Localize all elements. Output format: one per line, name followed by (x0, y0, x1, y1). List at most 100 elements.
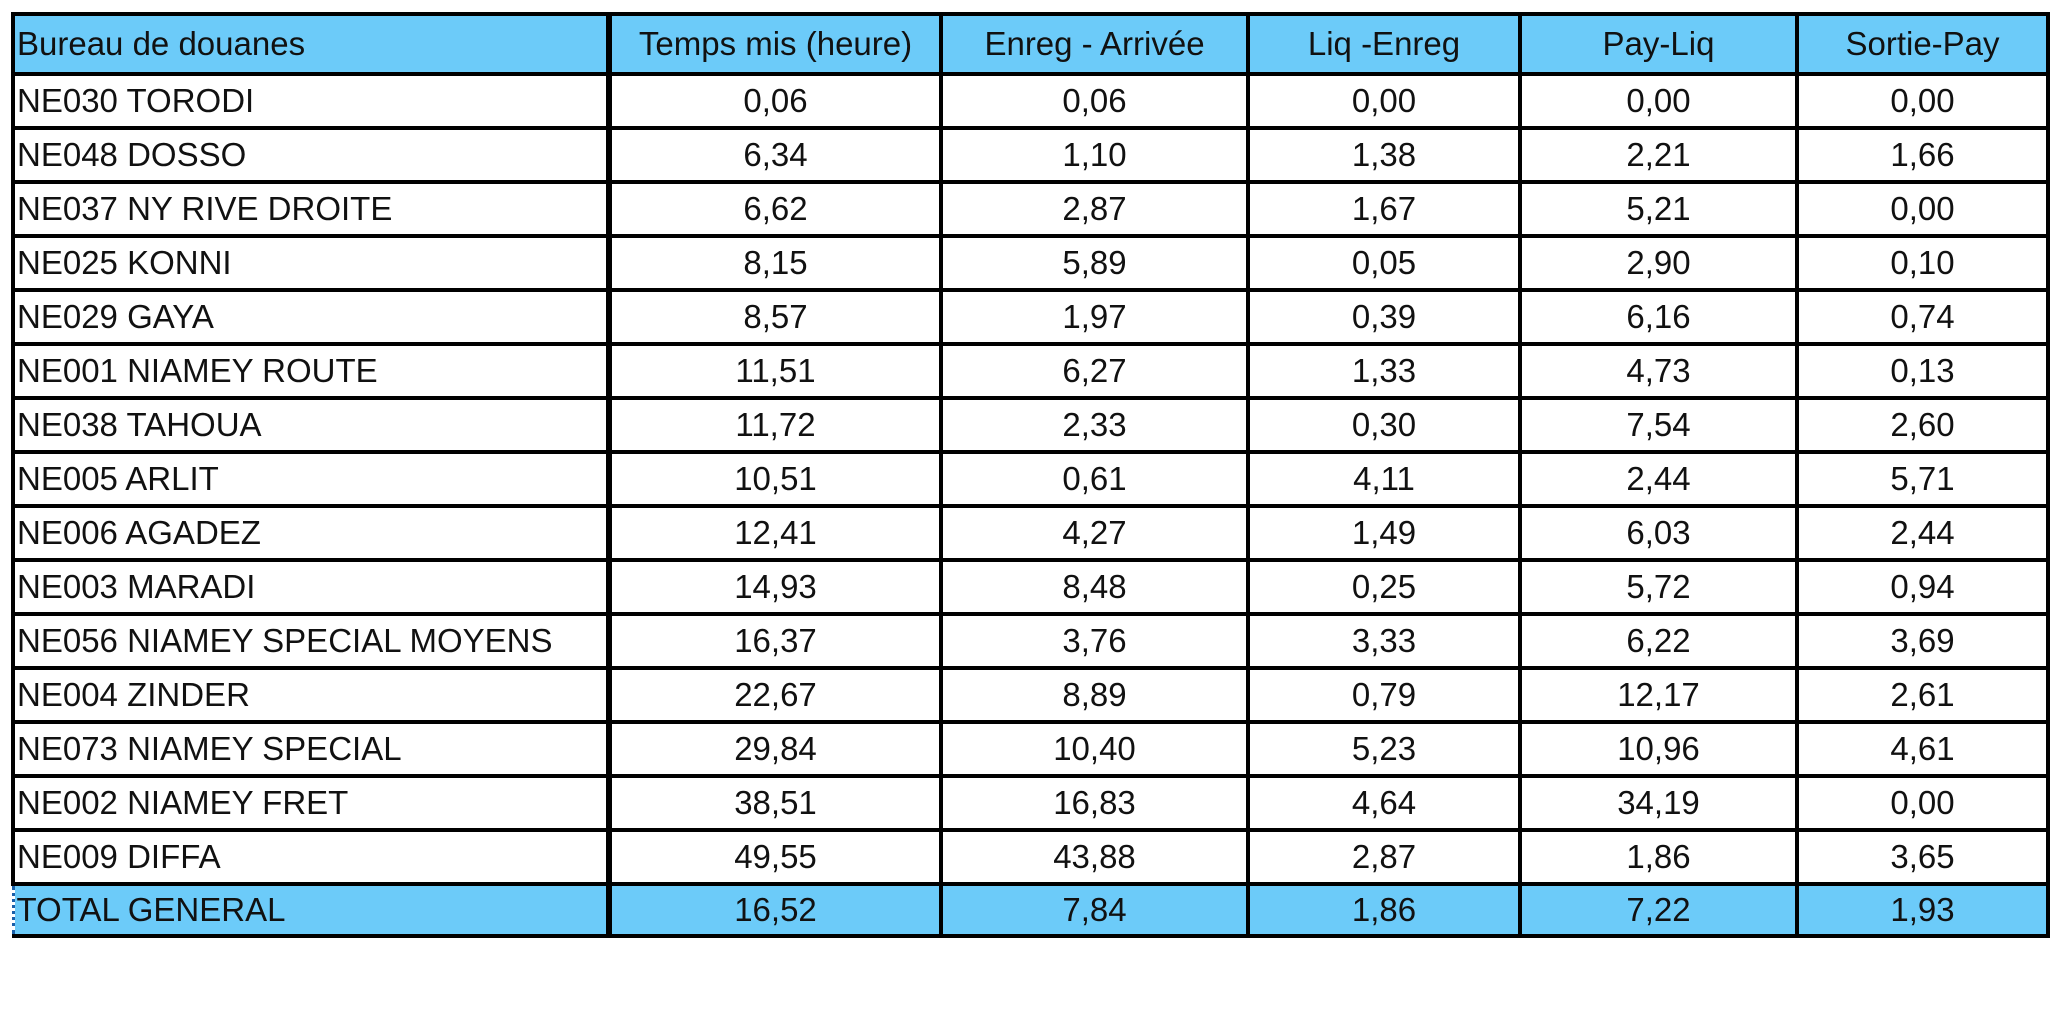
sortie-pay-cell: 0,00 (1795, 774, 2050, 832)
pay-liq-cell: 5,21 (1518, 180, 1799, 238)
header-pay-liq: Pay-Liq (1518, 12, 1799, 76)
table-row: NE073 NIAMEY SPECIAL 29,84 10,40 5,23 10,96 4… (11, 720, 2050, 778)
liq-enreg-cell: 1,67 (1246, 180, 1522, 238)
bureau-cell: NE006 AGADEZ (11, 504, 612, 562)
table-row: NE048 DOSSO 6,34 1,10 1,38 2,21 1,66 (11, 126, 2050, 184)
table-row: NE006 AGADEZ 12,41 4,27 1,49 6,03 2,44 (11, 504, 2050, 562)
pay-liq-cell: 2,44 (1518, 450, 1799, 508)
table-row: NE002 NIAMEY FRET 38,51 16,83 4,64 34,19 0,00 (11, 774, 2050, 832)
enreg-arrivee-cell: 0,06 (939, 72, 1250, 130)
bureau-cell: NE005 ARLIT (11, 450, 612, 508)
enreg-arrivee-cell: 8,48 (939, 558, 1250, 616)
temps-mis-cell: 12,41 (607, 504, 943, 562)
pay-liq-cell: 12,17 (1518, 666, 1799, 724)
enreg-arrivee-cell: 2,87 (939, 180, 1250, 238)
temps-mis-cell: 10,51 (607, 450, 943, 508)
pay-liq-cell: 10,96 (1518, 720, 1799, 778)
pay-liq-cell: 0,00 (1518, 72, 1799, 130)
header-liq-enreg: Liq -Enreg (1246, 12, 1522, 76)
sortie-pay-cell: 0,00 (1795, 72, 2050, 130)
sortie-pay-cell: 2,44 (1795, 504, 2050, 562)
pay-liq-cell: 7,54 (1518, 396, 1799, 454)
liq-enreg-cell: 0,39 (1246, 288, 1522, 346)
temps-mis-cell: 49,55 (607, 828, 943, 886)
total-cell: 1,86 (1246, 882, 1522, 938)
liq-enreg-cell: 0,05 (1246, 234, 1522, 292)
temps-mis-cell: 38,51 (607, 774, 943, 832)
bureau-cell: NE037 NY RIVE DROITE (11, 180, 612, 238)
temps-mis-cell: 22,67 (607, 666, 943, 724)
enreg-arrivee-cell: 0,61 (939, 450, 1250, 508)
table-row: NE001 NIAMEY ROUTE 11,51 6,27 1,33 4,73 0,13 (11, 342, 2050, 400)
sortie-pay-cell: 2,61 (1795, 666, 2050, 724)
liq-enreg-cell: 1,49 (1246, 504, 1522, 562)
table-header: Bureau de douanes Temps mis (heure) Enre… (11, 12, 2050, 76)
enreg-arrivee-cell: 4,27 (939, 504, 1250, 562)
sortie-pay-cell: 5,71 (1795, 450, 2050, 508)
table-row: NE005 ARLIT 10,51 0,61 4,11 2,44 5,71 (11, 450, 2050, 508)
bureau-cell: NE009 DIFFA (11, 828, 612, 886)
table-row: NE056 NIAMEY SPECIAL MOYENS 16,37 3,76 3,33… (11, 612, 2050, 670)
sortie-pay-cell: 0,13 (1795, 342, 2050, 400)
temps-mis-cell: 14,93 (607, 558, 943, 616)
total-label: TOTAL GENERAL (11, 882, 612, 938)
pay-liq-cell: 6,03 (1518, 504, 1799, 562)
sortie-pay-cell: 3,69 (1795, 612, 2050, 670)
bureau-cell: NE029 GAYA (11, 288, 612, 346)
bureau-cell: NE048 DOSSO (11, 126, 612, 184)
header-row: Bureau de douanes Temps mis (heure) Enre… (11, 12, 2050, 76)
liq-enreg-cell: 0,25 (1246, 558, 1522, 616)
bureau-cell: NE003 MARADI (11, 558, 612, 616)
liq-enreg-cell: 0,30 (1246, 396, 1522, 454)
sortie-pay-cell: 0,74 (1795, 288, 2050, 346)
liq-enreg-cell: 3,33 (1246, 612, 1522, 670)
total-row: TOTAL GENERAL 16,52 7,84 1,86 7,22 1,93 (11, 882, 2050, 938)
header-temps-mis: Temps mis (heure) (607, 12, 943, 76)
temps-mis-cell: 11,51 (607, 342, 943, 400)
total-cell: 7,22 (1518, 882, 1799, 938)
table-row: NE025 KONNI 8,15 5,89 0,05 2,90 0,10 (11, 234, 2050, 292)
header-sortie-pay: Sortie-Pay (1795, 12, 2050, 76)
liq-enreg-cell: 4,64 (1246, 774, 1522, 832)
sortie-pay-cell: 2,60 (1795, 396, 2050, 454)
table-body: NE030 TORODI 0,06 0,06 0,00 0,00 0,00 NE048 DO… (11, 72, 2050, 886)
table-row: NE009 DIFFA 49,55 43,88 2,87 1,86 3,65 (11, 828, 2050, 886)
temps-mis-cell: 6,34 (607, 126, 943, 184)
pay-liq-cell: 2,90 (1518, 234, 1799, 292)
table-footer: TOTAL GENERAL 16,52 7,84 1,86 7,22 1,93 (11, 882, 2050, 938)
pay-liq-cell: 4,73 (1518, 342, 1799, 400)
pay-liq-cell: 2,21 (1518, 126, 1799, 184)
temps-mis-cell: 16,37 (607, 612, 943, 670)
temps-mis-cell: 6,62 (607, 180, 943, 238)
customs-times-table: Bureau de douanes Temps mis (heure) Enre… (11, 12, 2050, 938)
bureau-cell: NE004 ZINDER (11, 666, 612, 724)
enreg-arrivee-cell: 16,83 (939, 774, 1250, 832)
header-enreg-arrivee: Enreg - Arrivée (939, 12, 1250, 76)
sortie-pay-cell: 0,10 (1795, 234, 2050, 292)
header-bureau: Bureau de douanes (11, 12, 612, 76)
sortie-pay-cell: 4,61 (1795, 720, 2050, 778)
sortie-pay-cell: 3,65 (1795, 828, 2050, 886)
total-cell: 1,93 (1795, 882, 2050, 938)
bureau-cell: NE056 NIAMEY SPECIAL MOYENS (11, 612, 612, 670)
table-row: NE037 NY RIVE DROITE 6,62 2,87 1,67 5,21 0,00 (11, 180, 2050, 238)
bureau-cell: NE002 NIAMEY FRET (11, 774, 612, 832)
liq-enreg-cell: 2,87 (1246, 828, 1522, 886)
liq-enreg-cell: 0,79 (1246, 666, 1522, 724)
liq-enreg-cell: 1,38 (1246, 126, 1522, 184)
total-cell: 7,84 (939, 882, 1250, 938)
pay-liq-cell: 5,72 (1518, 558, 1799, 616)
enreg-arrivee-cell: 2,33 (939, 396, 1250, 454)
pay-liq-cell: 6,22 (1518, 612, 1799, 670)
temps-mis-cell: 11,72 (607, 396, 943, 454)
liq-enreg-cell: 4,11 (1246, 450, 1522, 508)
liq-enreg-cell: 0,00 (1246, 72, 1522, 130)
temps-mis-cell: 8,57 (607, 288, 943, 346)
enreg-arrivee-cell: 43,88 (939, 828, 1250, 886)
table-row: NE030 TORODI 0,06 0,06 0,00 0,00 0,00 (11, 72, 2050, 130)
bureau-cell: NE030 TORODI (11, 72, 612, 130)
bureau-cell: NE025 KONNI (11, 234, 612, 292)
temps-mis-cell: 8,15 (607, 234, 943, 292)
table-row: NE003 MARADI 14,93 8,48 0,25 5,72 0,94 (11, 558, 2050, 616)
enreg-arrivee-cell: 6,27 (939, 342, 1250, 400)
